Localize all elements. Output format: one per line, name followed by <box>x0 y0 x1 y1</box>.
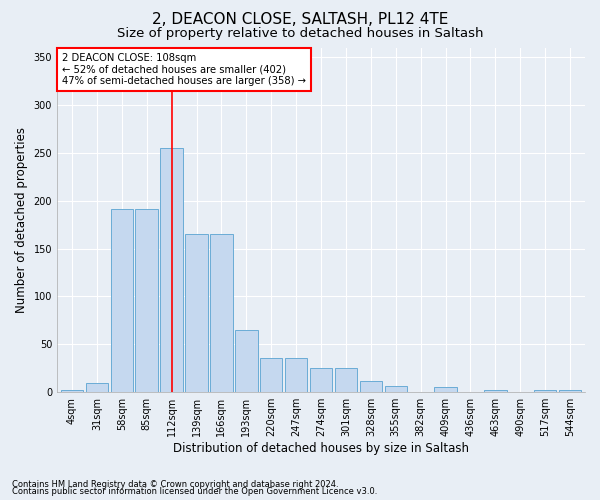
Text: Contains public sector information licensed under the Open Government Licence v3: Contains public sector information licen… <box>12 488 377 496</box>
Bar <box>359 380 382 392</box>
X-axis label: Distribution of detached houses by size in Saltash: Distribution of detached houses by size … <box>173 442 469 455</box>
Bar <box>235 330 257 392</box>
Text: 2 DEACON CLOSE: 108sqm
← 52% of detached houses are smaller (402)
47% of semi-de: 2 DEACON CLOSE: 108sqm ← 52% of detached… <box>62 52 307 86</box>
Bar <box>434 388 457 392</box>
Bar <box>86 382 108 392</box>
Bar <box>484 390 506 392</box>
Text: Contains HM Land Registry data © Crown copyright and database right 2024.: Contains HM Land Registry data © Crown c… <box>12 480 338 489</box>
Bar <box>310 368 332 392</box>
Bar <box>385 386 407 392</box>
Text: Size of property relative to detached houses in Saltash: Size of property relative to detached ho… <box>117 28 483 40</box>
Bar <box>260 358 283 392</box>
Text: 2, DEACON CLOSE, SALTASH, PL12 4TE: 2, DEACON CLOSE, SALTASH, PL12 4TE <box>152 12 448 28</box>
Bar <box>185 234 208 392</box>
Bar <box>160 148 183 392</box>
Bar <box>534 390 556 392</box>
Bar <box>285 358 307 392</box>
Y-axis label: Number of detached properties: Number of detached properties <box>15 127 28 313</box>
Bar <box>61 390 83 392</box>
Bar <box>110 210 133 392</box>
Bar <box>136 210 158 392</box>
Bar <box>559 390 581 392</box>
Bar <box>210 234 233 392</box>
Bar <box>335 368 357 392</box>
